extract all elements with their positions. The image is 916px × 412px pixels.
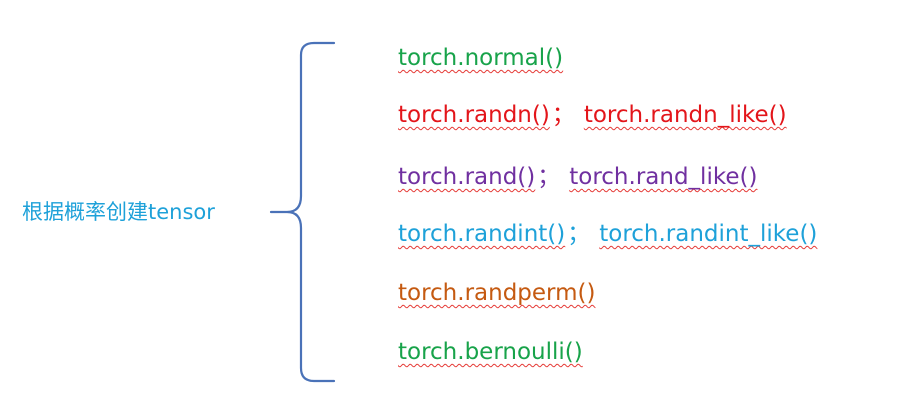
item-randn-second: torch.randn_like() (583, 102, 787, 128)
item-randint-first: torch.randint() (398, 221, 566, 247)
item-rand: torch.rand()； torch.rand_like() (398, 161, 757, 193)
item-randn: torch.randn()； torch.randn_like() (398, 99, 787, 131)
item-rand-separator: ； (537, 164, 561, 190)
curly-brace-path (269, 41, 336, 383)
item-normal: torch.normal() (398, 42, 563, 74)
item-randperm-first: torch.randperm() (398, 280, 596, 306)
item-normal-first: torch.normal() (398, 45, 564, 71)
root-label: 根据概率创建tensor (22, 200, 215, 224)
item-randn-separator: ； (551, 102, 575, 128)
item-randint-separator: ； (567, 221, 591, 247)
item-randperm: torch.randperm() (398, 277, 595, 309)
item-randn-first: torch.randn() (398, 102, 550, 128)
item-rand-first: torch.rand() (398, 164, 536, 190)
item-bernoulli: torch.bernoulli() (398, 336, 583, 368)
item-rand-second: torch.rand_like() (569, 164, 758, 190)
item-bernoulli-first: torch.bernoulli() (398, 339, 583, 365)
item-randint-second: torch.randint_like() (599, 221, 818, 247)
item-randint: torch.randint()； torch.randint_like() (398, 218, 817, 250)
